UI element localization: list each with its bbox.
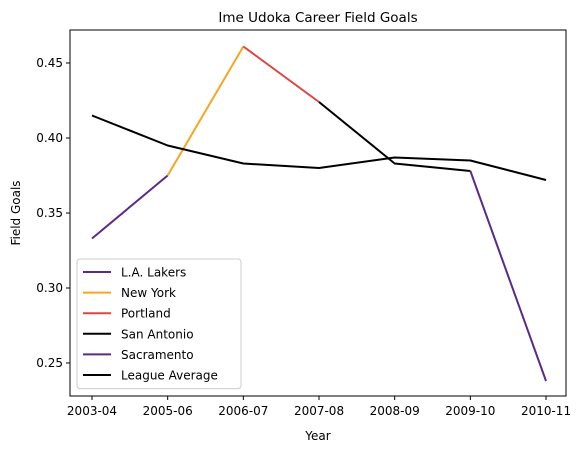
legend-label: League Average <box>121 369 218 383</box>
y-tick-label: 0.30 <box>36 281 63 295</box>
y-tick-label: 0.40 <box>36 131 63 145</box>
series-line-san-antonio <box>318 101 471 172</box>
x-tick-label: 2010-11 <box>521 404 571 418</box>
series-line-sacramento <box>469 170 547 382</box>
y-axis: 0.25 0.30 0.35 0.40 0.45 <box>36 56 70 370</box>
y-axis-label: Field Goals <box>9 180 23 245</box>
x-tick-label: 2005-06 <box>143 404 193 418</box>
chart-title: Ime Udoka Career Field Goals <box>218 10 417 26</box>
y-tick-label: 0.35 <box>36 206 63 220</box>
x-tick-label: 2003-04 <box>67 404 117 418</box>
x-axis: 2003-04 2005-06 2006-07 2007-08 2008-09 2009-… <box>67 396 571 418</box>
x-axis-label: Year <box>304 429 330 443</box>
x-tick-label: 2009-10 <box>445 404 495 418</box>
series-line-l-a-lakers <box>91 174 169 240</box>
y-tick-label: 0.45 <box>36 56 63 70</box>
x-tick-label: 2007-08 <box>294 404 344 418</box>
legend-label: Sacramento <box>121 348 194 362</box>
x-tick-label: 2006-07 <box>218 404 268 418</box>
x-tick-label: 2008-09 <box>370 404 420 418</box>
legend-label: L.A. Lakers <box>121 266 186 280</box>
series-line-new-york <box>166 45 245 177</box>
legend-label: Portland <box>121 307 171 321</box>
series-line-portland <box>242 45 320 103</box>
legend-label: New York <box>121 286 176 300</box>
y-tick-label: 0.25 <box>36 356 63 370</box>
legend: L.A. Lakers New York Portland San Antonio Sa… <box>76 258 242 390</box>
series-line-league-average <box>91 114 547 181</box>
legend-label: San Antonio <box>121 327 194 341</box>
plot-area <box>91 45 547 382</box>
legend-box <box>76 258 242 390</box>
